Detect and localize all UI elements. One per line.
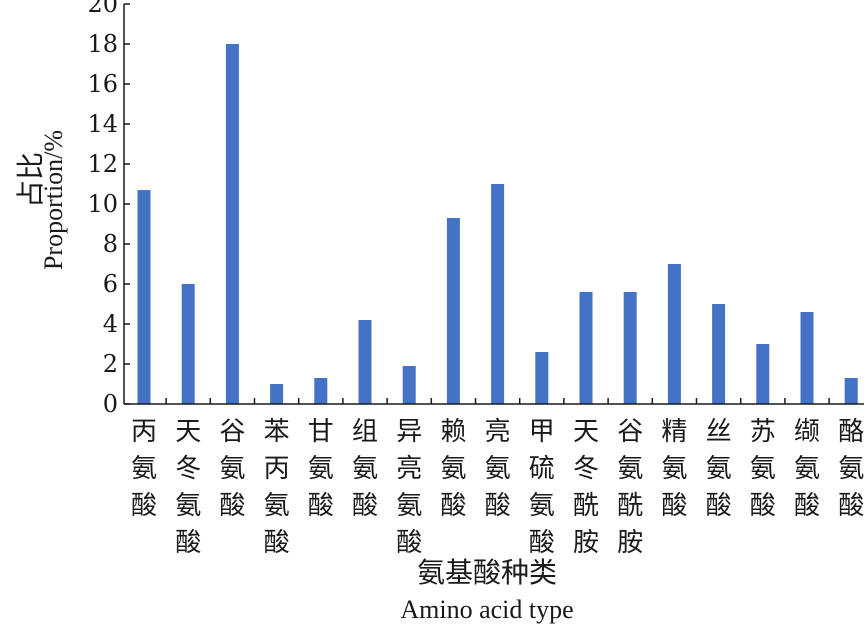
bar xyxy=(358,320,372,404)
x-category-label: 甲硫氨酸 xyxy=(529,417,555,558)
x-category-label: 酪氨酸 xyxy=(838,417,864,521)
y-tick-label: 8 xyxy=(103,230,118,258)
x-category-label: 亮氨酸 xyxy=(485,417,511,521)
x-category-label: 甘氨酸 xyxy=(308,417,334,521)
x-axis-title-en: Amino acid type xyxy=(400,595,573,624)
bar xyxy=(535,352,549,404)
bar xyxy=(667,264,681,404)
bar xyxy=(314,378,328,404)
y-tick-label: 4 xyxy=(103,310,118,338)
x-axis-title-cn: 氨基酸种类 xyxy=(417,556,557,589)
x-category-label: 缬氨酸 xyxy=(794,417,820,521)
bar xyxy=(756,344,770,404)
x-category-label: 苯丙氨酸 xyxy=(264,417,290,558)
bar xyxy=(623,292,637,404)
x-category-label: 丙氨酸 xyxy=(131,417,157,521)
bar xyxy=(491,184,505,404)
x-category-labels-group: 丙氨酸天冬氨酸谷氨酸苯丙氨酸甘氨酸组氨酸异亮氨酸赖氨酸亮氨酸甲硫氨酸天冬酰胺谷氨… xyxy=(131,398,864,558)
bar xyxy=(579,292,593,404)
bar xyxy=(225,44,239,404)
bars-group xyxy=(137,44,858,404)
x-category-label: 天冬氨酸 xyxy=(175,417,201,558)
bar xyxy=(137,190,151,404)
y-axis-title-cn: 占比 xyxy=(14,152,47,208)
y-tick-label: 0 xyxy=(103,390,118,418)
y-axis-title-en: Proportion/% xyxy=(39,130,68,270)
bar xyxy=(270,384,284,404)
x-category-label: 苏氨酸 xyxy=(750,417,776,521)
x-category-label: 丝氨酸 xyxy=(706,417,732,521)
bar xyxy=(844,378,858,404)
x-category-label: 精氨酸 xyxy=(661,417,687,521)
y-tick-label: 10 xyxy=(87,190,118,218)
bar xyxy=(800,312,814,404)
y-tick-label: 2 xyxy=(103,350,118,378)
y-tick-label: 6 xyxy=(103,270,118,298)
x-category-label: 谷氨酸 xyxy=(219,417,245,521)
bar xyxy=(181,284,195,404)
y-tick-label: 18 xyxy=(87,30,118,58)
y-tick-label: 12 xyxy=(87,150,118,178)
x-category-label: 异亮氨酸 xyxy=(396,417,422,558)
x-category-label: 天冬酰胺 xyxy=(573,417,599,558)
bar xyxy=(712,304,726,404)
bar xyxy=(402,366,416,404)
y-tick-label: 20 xyxy=(87,0,118,18)
x-category-label: 组氨酸 xyxy=(352,417,378,521)
x-category-label: 谷氨酰胺 xyxy=(617,417,643,558)
bar xyxy=(446,218,460,404)
y-tick-label: 14 xyxy=(87,110,118,138)
y-tick-label: 16 xyxy=(87,70,118,98)
x-category-label: 赖氨酸 xyxy=(440,417,466,521)
y-ticks-group: 0 2 4 6 8 10 12 14 16 18 20 xyxy=(87,0,130,418)
